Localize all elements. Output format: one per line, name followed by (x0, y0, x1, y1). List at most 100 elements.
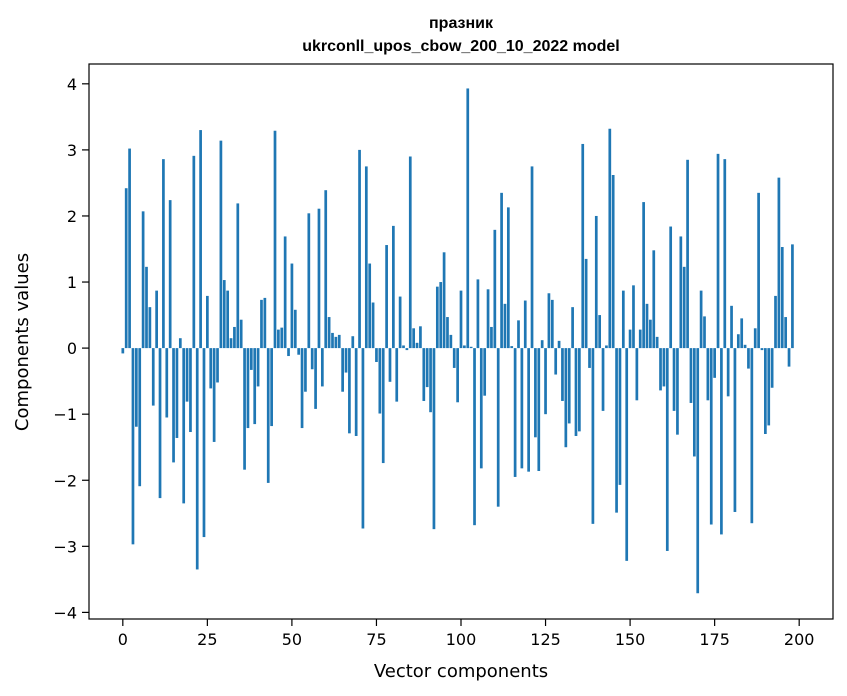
bar-109 (490, 326, 493, 349)
bar-139 (591, 348, 595, 524)
bar-111 (496, 348, 500, 507)
bar-58 (317, 208, 321, 349)
bar-78 (385, 245, 388, 349)
bar-87 (415, 342, 419, 349)
bar-194 (777, 177, 781, 349)
bar-103 (469, 346, 473, 349)
bar-29 (219, 140, 223, 349)
bar-185 (747, 348, 750, 369)
x-tick-label: 175 (699, 630, 730, 649)
bar-173 (706, 348, 710, 401)
chart-title: празник (429, 15, 494, 32)
bar-45 (273, 130, 277, 349)
bar-74 (371, 302, 375, 349)
bar-89 (422, 348, 426, 401)
bar-43 (266, 348, 270, 483)
bar-178 (723, 159, 727, 349)
bar-161 (665, 348, 669, 551)
bar-34 (236, 203, 240, 349)
bar-107 (483, 348, 487, 396)
bar-1 (124, 188, 128, 349)
x-tick-label: 150 (615, 630, 646, 649)
bar-7 (145, 266, 148, 349)
bar-166 (682, 266, 686, 349)
bar-195 (780, 247, 784, 349)
bar-160 (662, 348, 666, 387)
bar-44 (270, 348, 273, 427)
bar-30 (222, 280, 226, 349)
x-tick-label: 75 (366, 630, 386, 649)
bar-171 (699, 290, 703, 349)
y-tick-label: 4 (67, 75, 77, 94)
x-tick-label: 200 (784, 630, 815, 649)
bar-162 (669, 226, 673, 349)
bar-24 (202, 348, 206, 538)
bar-88 (419, 326, 422, 349)
bar-3 (131, 348, 135, 545)
bar-177 (720, 348, 723, 535)
bar-155 (645, 303, 649, 349)
bar-39 (253, 348, 257, 425)
bar-187 (753, 328, 757, 349)
bar-137 (584, 258, 588, 349)
bar-152 (635, 348, 639, 401)
bar-129 (557, 340, 561, 349)
y-axis-label: Components values (12, 253, 33, 431)
y-tick-label: 1 (67, 273, 77, 292)
bar-36 (243, 348, 246, 470)
bar-75 (375, 348, 378, 362)
bar-140 (594, 215, 598, 349)
bars-group (121, 88, 794, 594)
bar-189 (760, 348, 764, 351)
bar-71 (361, 348, 365, 529)
y-tick-label: −2 (53, 471, 77, 490)
bar-198 (791, 244, 794, 349)
bar-27 (212, 348, 216, 442)
bar-86 (412, 328, 416, 349)
bar-48 (283, 236, 287, 349)
bar-190 (764, 348, 767, 434)
bar-106 (479, 348, 483, 469)
bar-82 (398, 296, 402, 349)
bar-197 (787, 348, 791, 367)
bar-61 (327, 317, 331, 349)
bar-62 (331, 332, 334, 349)
bar-53 (300, 348, 304, 429)
bar-163 (672, 348, 676, 411)
bar-79 (388, 348, 392, 382)
bar-6 (141, 211, 145, 349)
bar-60 (324, 190, 328, 349)
bar-54 (304, 348, 307, 392)
bar-104 (473, 348, 476, 526)
bar-196 (784, 317, 788, 349)
bar-136 (581, 143, 585, 349)
bar-130 (561, 348, 564, 401)
bar-146 (615, 348, 618, 513)
bar-100 (459, 290, 463, 349)
bar-47 (280, 327, 284, 349)
bar-124 (540, 340, 544, 349)
bar-127 (550, 299, 554, 349)
bar-167 (686, 159, 689, 349)
bar-90 (425, 348, 429, 388)
bar-186 (750, 348, 754, 524)
bar-180 (730, 305, 733, 349)
y-axis: −4 −3 −2 −1 0 1 2 3 4 (53, 75, 89, 622)
bar-126 (547, 293, 551, 349)
bar-28 (216, 348, 219, 383)
bar-76 (378, 348, 382, 414)
bar-50 (290, 263, 294, 349)
bar-174 (709, 348, 713, 525)
bar-63 (334, 336, 338, 349)
bar-66 (344, 348, 348, 373)
bar-164 (676, 348, 679, 435)
bar-150 (628, 329, 632, 349)
bar-116 (513, 348, 517, 477)
bar-142 (601, 348, 605, 411)
x-axis-label: Vector components (374, 661, 548, 682)
x-tick-label: 25 (197, 630, 217, 649)
bar-2 (128, 148, 131, 349)
bar-26 (209, 348, 213, 389)
x-axis: 0 25 50 75 100 125 150 175 200 (118, 619, 815, 649)
